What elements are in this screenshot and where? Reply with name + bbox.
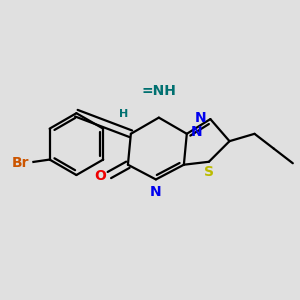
Text: O: O [94, 169, 106, 184]
Text: S: S [204, 165, 214, 179]
Text: N: N [190, 125, 202, 139]
Text: =NH: =NH [141, 85, 176, 98]
Text: N: N [150, 185, 162, 199]
Text: H: H [119, 109, 128, 119]
Text: N: N [195, 111, 207, 124]
Text: Br: Br [11, 155, 29, 170]
